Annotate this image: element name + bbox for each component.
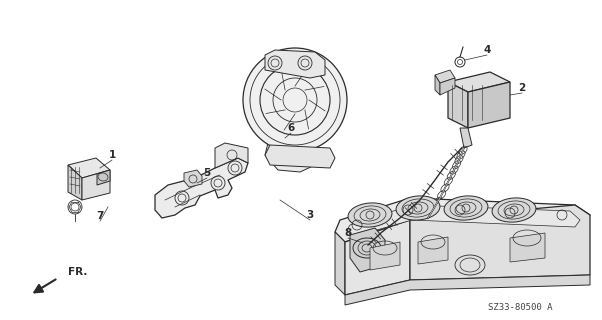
Polygon shape — [97, 170, 110, 185]
Polygon shape — [347, 205, 580, 237]
Polygon shape — [410, 205, 590, 280]
Text: 7: 7 — [96, 211, 104, 221]
Text: 1: 1 — [108, 150, 116, 160]
Polygon shape — [335, 232, 345, 295]
Polygon shape — [68, 158, 110, 178]
Polygon shape — [468, 82, 510, 128]
Polygon shape — [435, 75, 440, 95]
Polygon shape — [265, 50, 325, 78]
Polygon shape — [448, 82, 468, 128]
Circle shape — [243, 48, 347, 152]
Polygon shape — [440, 78, 455, 95]
Text: FR.: FR. — [68, 267, 87, 277]
Ellipse shape — [492, 198, 536, 222]
Polygon shape — [265, 128, 318, 172]
Polygon shape — [155, 158, 248, 218]
Ellipse shape — [444, 196, 488, 220]
Text: 4: 4 — [483, 45, 491, 55]
Text: 6: 6 — [287, 123, 294, 133]
Text: 3: 3 — [306, 210, 314, 220]
Polygon shape — [345, 275, 590, 305]
Polygon shape — [350, 228, 385, 272]
Polygon shape — [435, 70, 455, 83]
Text: SZ33-80500 A: SZ33-80500 A — [488, 303, 552, 313]
Ellipse shape — [348, 203, 392, 227]
Polygon shape — [448, 72, 510, 92]
Polygon shape — [370, 242, 400, 270]
Text: 2: 2 — [518, 83, 526, 93]
Polygon shape — [82, 170, 110, 200]
Polygon shape — [345, 220, 410, 295]
Ellipse shape — [396, 196, 440, 220]
Text: 8: 8 — [344, 228, 352, 238]
Polygon shape — [418, 237, 448, 264]
Text: 5: 5 — [203, 168, 211, 178]
Polygon shape — [265, 145, 335, 168]
Polygon shape — [68, 165, 82, 200]
Polygon shape — [460, 128, 472, 148]
Polygon shape — [184, 170, 202, 187]
Polygon shape — [510, 233, 545, 262]
Polygon shape — [215, 143, 248, 168]
Polygon shape — [335, 198, 590, 242]
